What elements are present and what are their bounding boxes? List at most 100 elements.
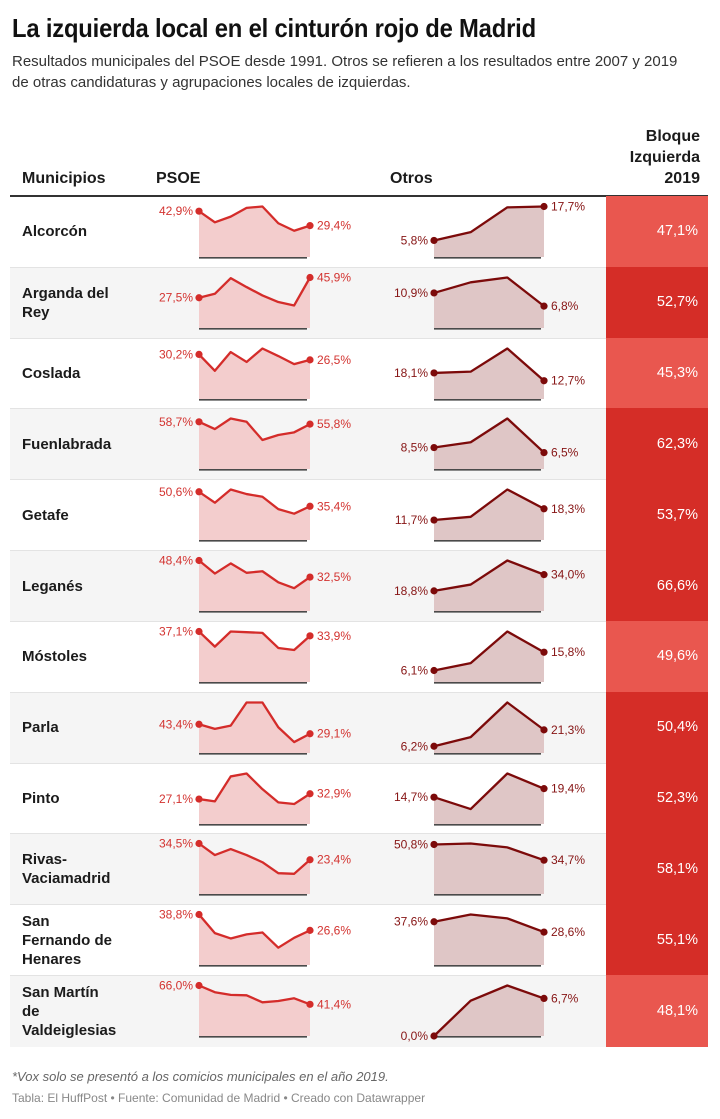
otros-sparkline: 6,1% 15,8% (401, 630, 585, 684)
table-body: Alcorcón 42,9% 29,4% 5,8% 17,7% 47,1% Arganda … (10, 196, 708, 1047)
psoe-area (199, 206, 310, 257)
psoe-line (198, 488, 311, 516)
otros-sparkline: 6,2% 21,3% (401, 701, 585, 755)
table-row: Getafe 50,6% 35,4% 11,7% 18,3% 53,7% (10, 479, 708, 552)
otros-point-end (540, 928, 548, 936)
otros-start-label: 14,7% (394, 790, 428, 804)
psoe-area (199, 277, 310, 328)
table-row: Coslada 30,2% 26,5% 18,1% 12,7% 45,3% (10, 337, 708, 410)
otros-point-start (430, 1032, 438, 1040)
otros-line (433, 347, 545, 382)
bloque-izquierda-cell: 52,7% (606, 266, 708, 338)
psoe-point-end (306, 421, 314, 429)
otros-point-start (430, 666, 438, 675)
psoe-area (199, 631, 310, 682)
psoe-point-end (306, 222, 314, 230)
municipio-name: Parla (22, 719, 59, 737)
otros-point-start (430, 587, 438, 595)
otros-point-end (540, 449, 548, 457)
psoe-sparkline: 48,4% 32,5% (159, 554, 351, 613)
bloque-izquierda-cell: 55,1% (606, 904, 708, 976)
psoe-line (198, 630, 311, 652)
table-row: Parla 43,4% 29,1% 6,2% 21,3% 50,4% (10, 691, 708, 764)
otros-start-label: 0,0% (401, 1029, 429, 1043)
psoe-point-start (195, 557, 203, 565)
otros-start-label: 6,1% (401, 663, 429, 677)
otros-line (433, 417, 545, 454)
otros-point-start (430, 742, 438, 750)
otros-point-end (540, 202, 548, 211)
table-row: Rivas-Vaciamadrid 34,5% 23,4% 50,8% 34,7% 58,… (10, 833, 708, 906)
psoe-line (198, 347, 311, 372)
psoe-line (198, 417, 311, 442)
psoe-area (199, 348, 310, 399)
psoe-start-label: 43,4% (159, 717, 193, 731)
otros-sparkline: 14,7% 19,4% (394, 771, 585, 826)
source-line: Tabla: El HuffPost • Fuente: Comunidad d… (12, 1091, 426, 1105)
psoe-point-end (306, 355, 314, 364)
otros-start-label: 8,5% (401, 441, 429, 455)
psoe-start-label: 48,4% (159, 554, 193, 568)
otros-sparkline: 18,1% 12,7% (394, 347, 585, 401)
psoe-sparkline: 58,7% 55,8% (159, 415, 351, 472)
municipio-name: Rivas-Vaciamadrid (22, 851, 111, 888)
otros-end-label: 15,8% (551, 645, 585, 659)
otros-start-label: 50,8% (394, 838, 428, 852)
column-header-otros[interactable]: Otros (390, 170, 433, 187)
otros-area (434, 206, 544, 257)
table-row: Leganés 48,4% 32,5% 18,8% 34,0% 66,6% (10, 550, 708, 622)
otros-end-label: 19,4% (551, 781, 585, 795)
otros-end-label: 18,3% (551, 502, 585, 516)
otros-end-label: 34,7% (551, 854, 585, 868)
psoe-end-label: 45,9% (317, 270, 351, 284)
psoe-sparkline: 34,5% 23,4% (159, 837, 351, 897)
otros-point-start (430, 444, 438, 452)
otros-sparkline: 0,0% 6,7% (401, 984, 579, 1043)
otros-point-end (540, 302, 548, 310)
otros-sparkline: 18,8% 34,0% (394, 559, 585, 613)
psoe-sparkline: 38,8% 26,6% (159, 908, 351, 967)
psoe-point-end (306, 856, 314, 864)
otros-area (434, 985, 544, 1037)
psoe-start-label: 42,9% (159, 204, 193, 218)
otros-line (433, 488, 545, 522)
table-row: Arganda del Rey 27,5% 45,9% 10,9% 6,8% 52,7% (10, 266, 708, 339)
column-header-bloque-izquierda[interactable]: Bloque Izquierda 2019 (629, 128, 700, 187)
psoe-sparkline: 27,5% 45,9% (159, 270, 351, 330)
psoe-point-start (195, 840, 203, 848)
table-header: Municipios PSOE Otros Bloque Izquierda 2… (10, 120, 708, 195)
bloque-izquierda-cell: 66,6% (606, 550, 708, 621)
otros-area (434, 348, 544, 399)
psoe-line (198, 771, 311, 805)
otros-point-end (540, 571, 548, 579)
psoe-point-start (195, 982, 203, 990)
bloque-izquierda-cell: 62,3% (606, 408, 708, 480)
psoe-start-label: 38,8% (159, 908, 193, 922)
otros-point-end (540, 376, 548, 384)
otros-end-label: 6,7% (551, 992, 579, 1006)
otros-point-end (540, 994, 548, 1003)
psoe-line (198, 914, 311, 950)
bloque-izquierda-cell: 48,1% (606, 975, 708, 1047)
otros-end-label: 17,7% (551, 200, 585, 214)
otros-point-start (430, 369, 438, 377)
psoe-area (199, 418, 310, 470)
municipio-name: Arganda del Rey (22, 284, 109, 321)
psoe-end-label: 33,9% (317, 629, 351, 643)
table-row: Fuenlabrada 58,7% 55,8% 8,5% 6,5% 62,3% (10, 408, 708, 481)
psoe-line (198, 984, 311, 1006)
psoe-line (198, 843, 311, 876)
psoe-point-end (306, 789, 314, 797)
otros-sparkline: 50,8% 34,7% (394, 838, 585, 897)
psoe-end-label: 26,5% (317, 353, 351, 367)
otros-point-end (540, 784, 548, 792)
column-header-psoe[interactable]: PSOE (156, 170, 201, 187)
column-header-municipios[interactable]: Municipios (22, 170, 106, 187)
footnote: *Vox solo se presentó a los comicios mun… (12, 1069, 389, 1084)
psoe-sparkline: 43,4% 29,1% (159, 701, 351, 755)
psoe-area (199, 773, 310, 824)
psoe-start-label: 50,6% (159, 485, 193, 499)
psoe-start-label: 27,1% (159, 792, 193, 806)
psoe-end-label: 35,4% (317, 500, 351, 514)
otros-start-label: 10,9% (394, 286, 428, 300)
